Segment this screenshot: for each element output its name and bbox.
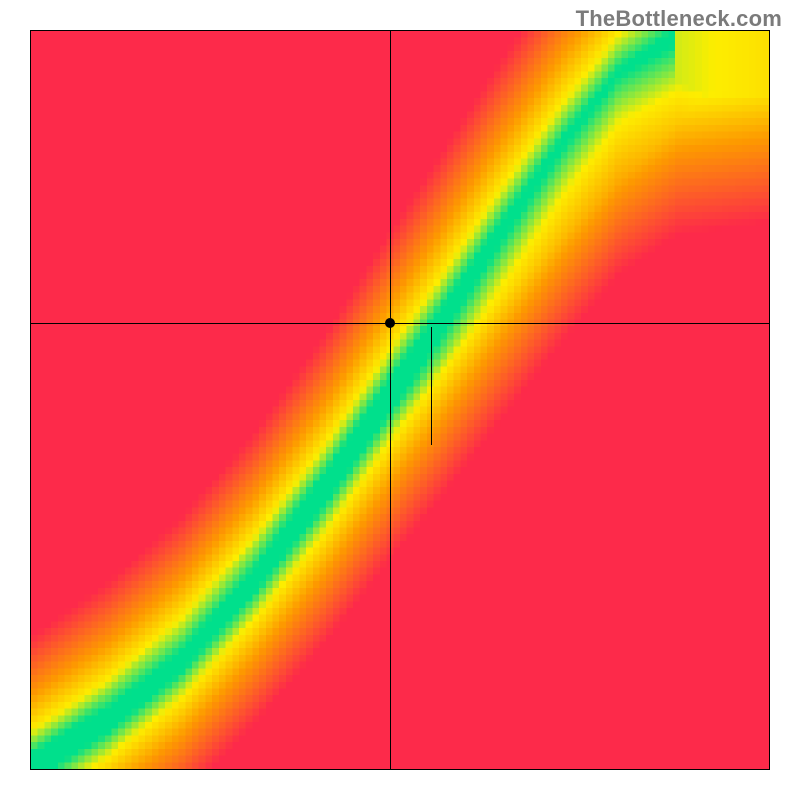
marker-dot (385, 318, 395, 328)
plot-container (30, 30, 770, 770)
watermark-text: TheBottleneck.com (576, 6, 782, 32)
crosshair-vertical (390, 31, 391, 769)
short-vertical-segment (431, 327, 432, 445)
heatmap-canvas (31, 31, 769, 769)
crosshair-horizontal (31, 323, 769, 324)
